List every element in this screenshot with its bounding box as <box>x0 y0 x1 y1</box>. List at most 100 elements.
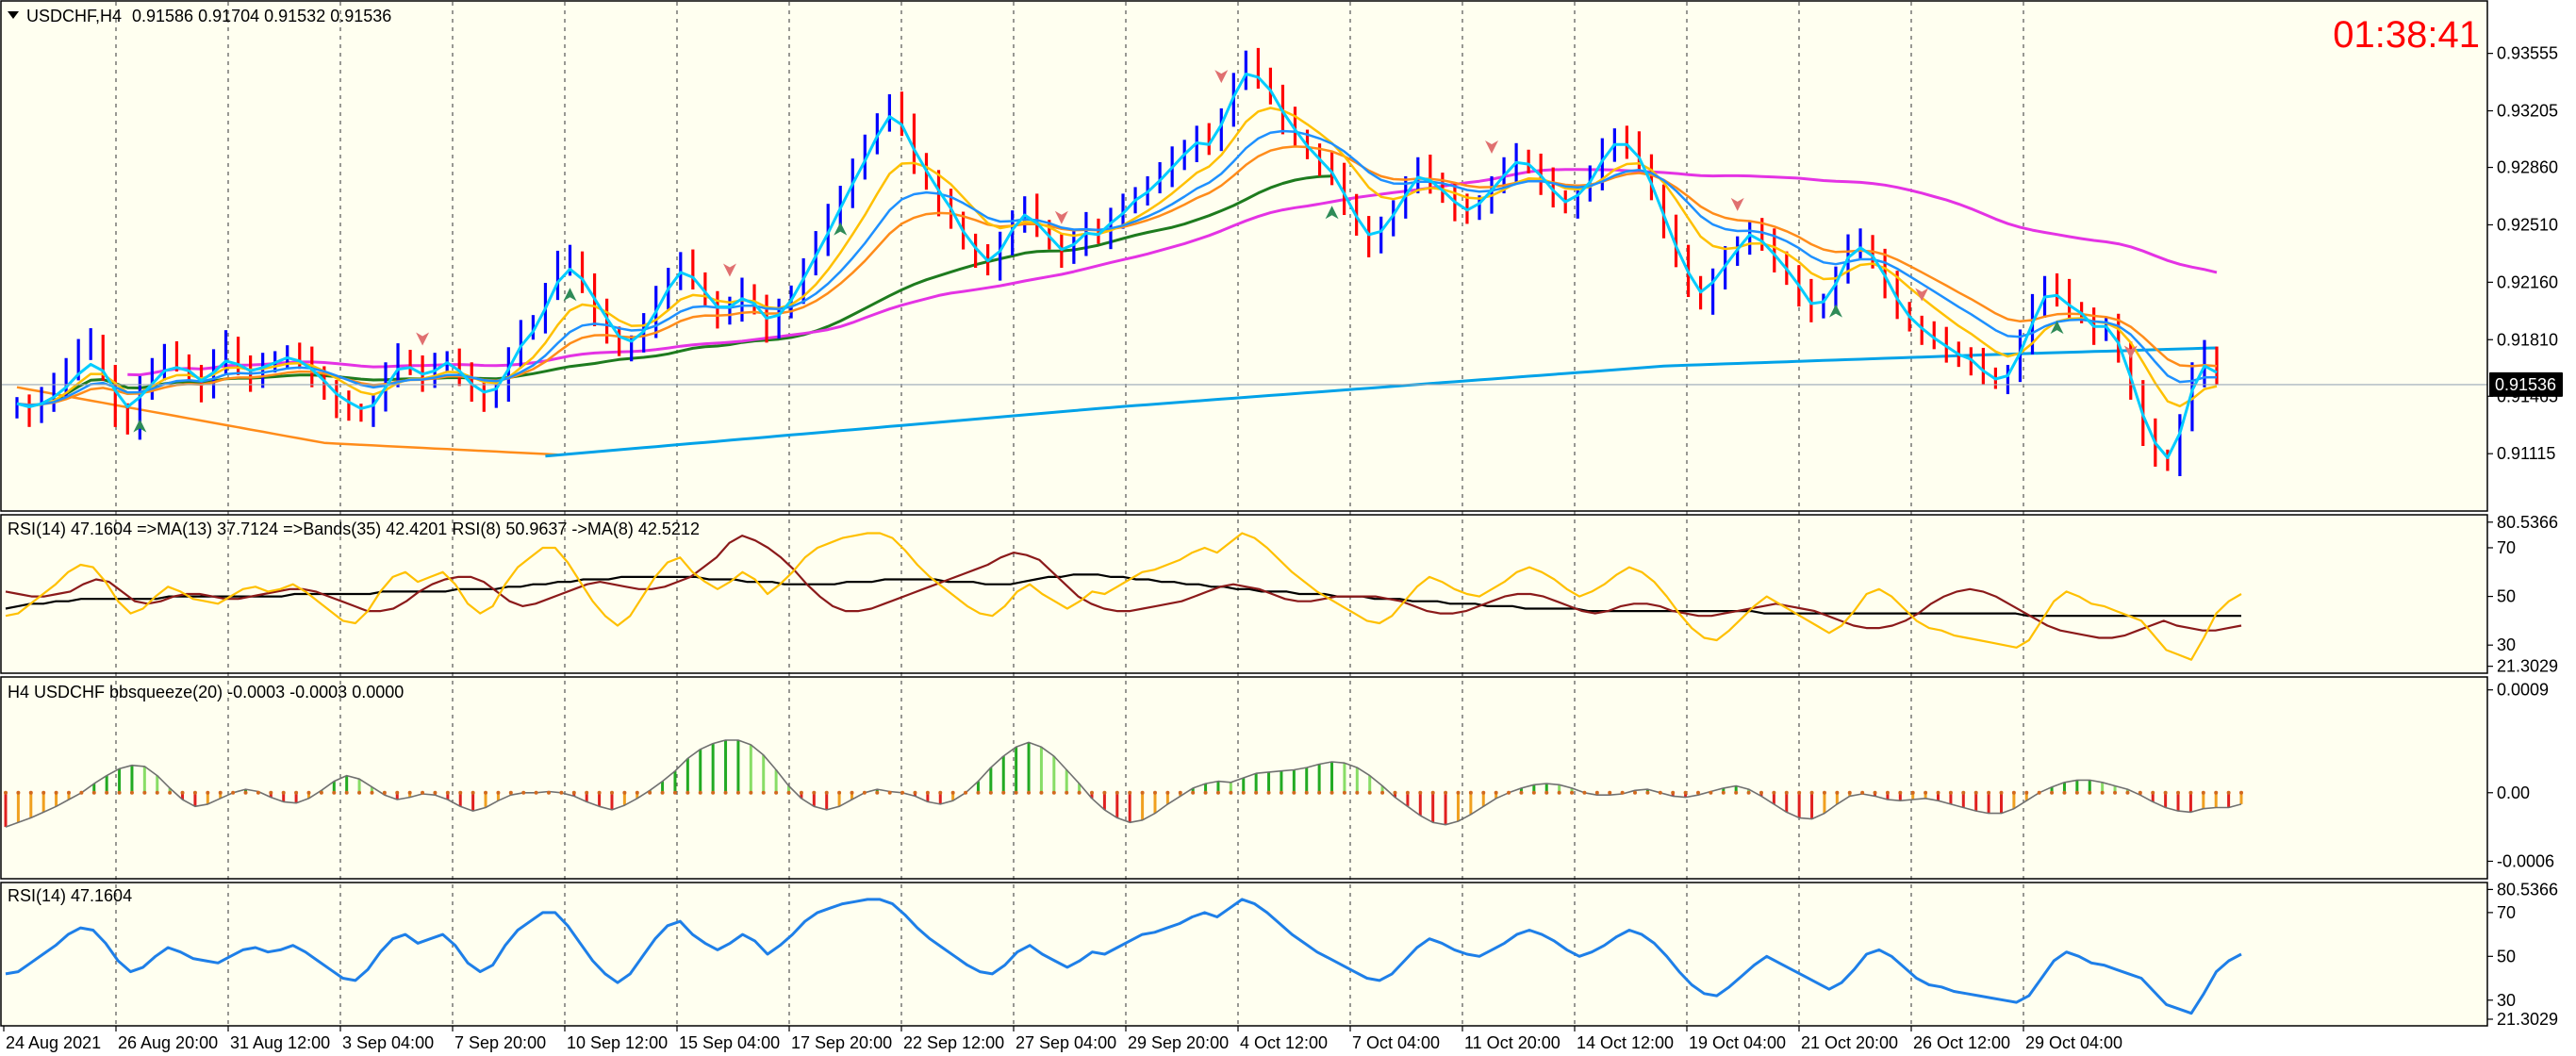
squeeze-dot <box>571 790 576 795</box>
squeeze-dot <box>2163 790 2168 795</box>
squeeze-dot <box>370 790 374 795</box>
squeeze-dot <box>16 790 21 795</box>
squeeze-dot <box>1973 790 1978 795</box>
x-tick-label: 22 Sep 12:00 <box>903 1033 1004 1052</box>
squeeze-dot <box>2088 790 2092 795</box>
squeeze-dot <box>1380 790 1385 795</box>
squeeze-dot <box>1734 790 1739 795</box>
rsi-ma-line <box>5 535 2242 639</box>
squeeze-dot <box>913 790 917 795</box>
sell-arrow-icon <box>722 263 736 277</box>
squeeze-dot <box>2138 790 2142 795</box>
squeeze-dot <box>774 790 779 795</box>
squeeze-dot <box>1468 790 1473 795</box>
squeeze-dot <box>887 790 892 795</box>
squeeze-dot <box>1317 790 1322 795</box>
squeeze-dot <box>950 790 955 795</box>
squeeze-dot <box>243 790 248 795</box>
squeeze-dot <box>168 790 173 795</box>
squeeze-dot <box>484 790 488 795</box>
rsi2-panel-bg <box>1 883 2487 1026</box>
squeeze-dot <box>421 790 425 795</box>
squeeze-dot <box>471 790 475 795</box>
rsi-panel-label: RSI(14) 47.1604 =>MA(13) 37.7124 =>Bands… <box>8 520 700 538</box>
rsi2-y-tick-label: 80.5366 <box>2497 880 2558 899</box>
squeeze-dot <box>1987 790 1991 795</box>
squeeze-dot <box>850 790 854 795</box>
squeeze-dot <box>1241 790 1246 795</box>
squeeze-dot <box>1633 790 1638 795</box>
squeeze-dot <box>54 790 58 795</box>
squeeze-dot <box>786 790 791 795</box>
x-tick-label: 7 Sep 20:00 <box>454 1033 546 1052</box>
squeeze-dot <box>698 790 702 795</box>
squeeze-dot <box>2011 790 2016 795</box>
squeeze-dot <box>433 790 438 795</box>
squeeze-dot <box>1178 790 1182 795</box>
squeeze-dot <box>28 790 33 795</box>
squeeze-dot <box>1115 790 1119 795</box>
price-y-tick-label: 0.91115 <box>2497 444 2555 463</box>
squeeze-dot <box>1014 790 1018 795</box>
squeeze-dot <box>1936 790 1940 795</box>
squeeze-dot <box>508 790 513 795</box>
sell-arrow-icon <box>416 332 430 346</box>
squeeze-dot <box>344 790 349 795</box>
squeeze-dot <box>559 790 564 795</box>
chart-menu-triangle-icon[interactable] <box>8 11 19 19</box>
rsi-y-tick-label: 50 <box>2497 587 2516 606</box>
squeeze-dot <box>2037 790 2041 795</box>
squeeze-dot <box>218 790 223 795</box>
squeeze-dot <box>1065 790 1069 795</box>
squeeze-dot <box>1279 790 1283 795</box>
squeeze-dot <box>1152 790 1157 795</box>
squeeze-dot <box>1367 790 1372 795</box>
squeeze-dot <box>1418 790 1423 795</box>
price-panel-bg <box>1 1 2487 511</box>
buy-arrow-icon <box>834 222 848 236</box>
squeeze-y-tick-label: -0.0006 <box>2497 851 2554 870</box>
squeeze-dot <box>1961 790 1966 795</box>
signal-arrows <box>133 70 2138 433</box>
squeeze-dot <box>1835 790 1840 795</box>
squeeze-dot <box>938 790 943 795</box>
rsi2-line <box>5 898 2242 1015</box>
squeeze-dot <box>622 790 627 795</box>
x-tick-label: 11 Oct 20:00 <box>1464 1033 1560 1052</box>
x-tick-label: 15 Sep 04:00 <box>679 1033 780 1052</box>
squeeze-dot <box>2239 790 2243 795</box>
squeeze-dot <box>1873 790 1877 795</box>
squeeze-dot <box>2226 790 2231 795</box>
x-tick-label: 29 Oct 04:00 <box>2025 1033 2122 1052</box>
squeeze-dot <box>1077 790 1082 795</box>
squeeze-dot <box>1658 790 1662 795</box>
cyan-ma-line <box>16 72 2218 459</box>
squeeze-y-tick-label: 0.0009 <box>2497 681 2549 700</box>
price-y-tick-label: 0.92510 <box>2497 215 2558 234</box>
squeeze-dot <box>1292 790 1296 795</box>
squeeze-dot <box>269 790 273 795</box>
squeeze-dot <box>2151 790 2155 795</box>
sell-arrow-icon <box>1915 288 1929 302</box>
squeeze-dot <box>660 790 665 795</box>
squeeze-dot <box>2214 790 2219 795</box>
rsi2-y-tick-label: 30 <box>2497 991 2516 1010</box>
squeeze-dot <box>1797 790 1802 795</box>
vertical-gridlines <box>115 2 2024 1024</box>
x-tick-label: 3 Sep 04:00 <box>342 1033 434 1052</box>
squeeze-dot <box>749 790 753 795</box>
x-tick-label: 4 Oct 12:00 <box>1240 1033 1328 1052</box>
price-y-tick-label: 0.93555 <box>2497 44 2558 63</box>
squeeze-y-axis: 0.0009 0.00 -0.0006 <box>2487 681 2554 870</box>
squeeze-dot <box>256 790 260 795</box>
squeeze-dot <box>1355 790 1360 795</box>
squeeze-dot <box>1924 790 1928 795</box>
squeeze-dot <box>2050 790 2055 795</box>
squeeze-y-tick-label: 0.00 <box>2497 784 2530 802</box>
squeeze-dot <box>1898 790 1903 795</box>
squeeze-dot <box>1910 790 1915 795</box>
squeeze-histogram <box>4 739 2243 828</box>
